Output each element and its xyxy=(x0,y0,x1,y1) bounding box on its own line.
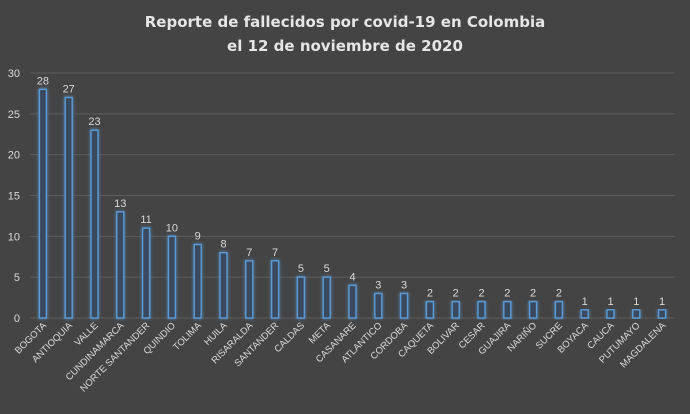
bar xyxy=(580,309,589,319)
bar xyxy=(528,300,538,319)
data-label: 7 xyxy=(246,247,252,259)
bar xyxy=(296,276,306,319)
x-tick-label: MAGDALENA xyxy=(618,320,668,370)
data-label: 2 xyxy=(427,288,433,300)
bar xyxy=(606,309,615,319)
data-label: 10 xyxy=(166,222,178,234)
data-label: 2 xyxy=(556,288,562,300)
bar xyxy=(90,129,99,319)
bar xyxy=(425,300,435,319)
bar xyxy=(270,260,280,319)
data-label: 2 xyxy=(530,288,536,300)
bars xyxy=(38,88,667,319)
data-label: 1 xyxy=(659,296,665,308)
bar xyxy=(167,235,177,319)
bar xyxy=(477,300,486,319)
bar xyxy=(399,292,409,319)
bar xyxy=(38,88,48,319)
data-label: 1 xyxy=(607,296,613,308)
data-label: 2 xyxy=(478,288,484,300)
data-label: 9 xyxy=(195,231,201,243)
data-label: 5 xyxy=(324,263,330,275)
bar xyxy=(193,243,202,319)
y-tick-label: 10 xyxy=(8,231,20,243)
bar xyxy=(554,300,564,319)
x-tick-label: TOLIMA xyxy=(171,320,204,353)
data-label: 4 xyxy=(349,271,355,283)
data-label: 3 xyxy=(375,280,381,292)
y-tick-label: 30 xyxy=(8,68,20,80)
data-label: 7 xyxy=(272,247,278,259)
bar xyxy=(632,309,641,319)
bar xyxy=(116,211,125,319)
bar xyxy=(64,96,73,319)
data-label: 2 xyxy=(504,288,510,300)
data-label: 3 xyxy=(401,280,407,292)
data-label: 11 xyxy=(140,214,151,226)
y-tick-label: 15 xyxy=(8,191,20,203)
data-label: 13 xyxy=(114,198,126,210)
chart-title-line-2: el 12 de noviembre de 2020 xyxy=(227,37,463,55)
gridlines xyxy=(30,72,675,319)
data-label: 1 xyxy=(582,296,588,308)
data-label: 8 xyxy=(220,239,226,251)
bar xyxy=(322,276,331,319)
data-label: 28 xyxy=(37,75,49,87)
bar xyxy=(503,300,512,319)
data-label: 27 xyxy=(63,84,75,96)
data-label: 5 xyxy=(298,263,304,275)
bar xyxy=(245,260,254,319)
bar xyxy=(219,251,228,319)
y-tick-label: 25 xyxy=(8,109,20,121)
y-tick-label: 0 xyxy=(14,313,20,325)
data-label: 23 xyxy=(88,116,100,128)
bar xyxy=(348,284,357,319)
chart-title-line-1: Reporte de fallecidos por covid-19 en Co… xyxy=(144,13,546,31)
data-label: 2 xyxy=(453,288,459,300)
bar xyxy=(451,300,460,319)
y-tick-label: 5 xyxy=(14,272,20,284)
data-label: 1 xyxy=(633,296,639,308)
bar xyxy=(141,227,151,319)
y-tick-label: 20 xyxy=(8,150,20,162)
bar xyxy=(657,309,667,319)
y-axis: 0 5 10 15 20 25 30 xyxy=(8,68,20,325)
bar xyxy=(374,292,383,319)
